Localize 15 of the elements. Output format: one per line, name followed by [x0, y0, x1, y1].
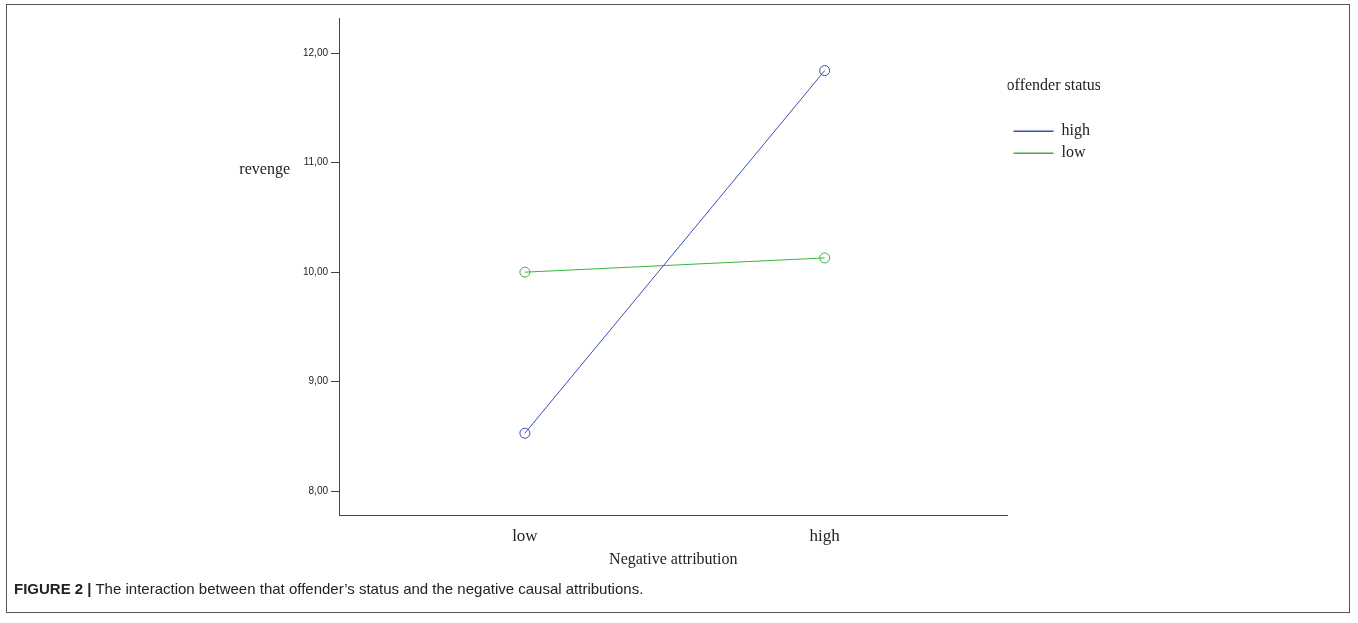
y-tick-label: 9,00 [308, 375, 329, 387]
legend-title: offender status [1006, 76, 1101, 94]
legend-label: low [1061, 143, 1086, 161]
point [519, 266, 531, 278]
y-tick-label: 11,00 [303, 156, 329, 168]
y-tick-label: 12,00 [302, 46, 329, 58]
y-axis-title: revenge [239, 159, 290, 178]
legend-label: high [1061, 121, 1091, 140]
caption: FIGURE 2 | The interaction between that offender’s status and the negative causal attributions. [14, 580, 644, 597]
y-tick-label: 8,00 [308, 485, 329, 497]
y-tick-label: 10,00 [302, 265, 329, 277]
point [819, 65, 831, 77]
point [819, 252, 831, 264]
x-axis-title: Negative attribution [609, 549, 738, 568]
point [519, 427, 531, 439]
